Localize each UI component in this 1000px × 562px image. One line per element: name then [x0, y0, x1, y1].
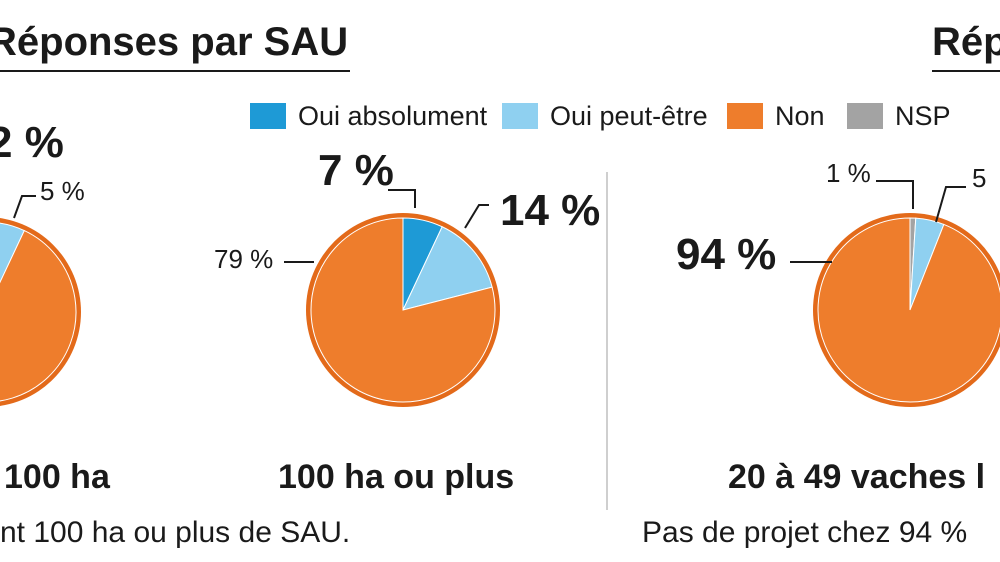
leader-line-middle-14	[464, 204, 489, 229]
pie-left-label-5: 5 %	[40, 176, 85, 206]
leader-lines	[13, 180, 966, 263]
pie-left-label-top: 2 %	[0, 118, 64, 167]
chart-divider	[606, 172, 608, 510]
legend-item-oui-absolument: Oui absolument	[250, 100, 487, 132]
leader-line-right-1	[876, 180, 914, 209]
legend-swatch-non	[727, 103, 763, 129]
legend-item-non: Non	[727, 100, 825, 132]
footnote-left: nt 100 ha ou plus de SAU.	[0, 516, 351, 549]
pie-middle-caption: 100 ha ou plus	[278, 458, 515, 496]
legend-label-oui-peut-etre: Oui peut-être	[550, 100, 708, 131]
legend-label-non: Non	[775, 100, 825, 131]
pie-right-label-1: 1 %	[826, 158, 871, 188]
pie-chart-right	[813, 213, 1000, 407]
pie-right-caption: 20 à 49 vaches l	[728, 458, 986, 496]
legend-label-oui-absolument: Oui absolument	[298, 100, 488, 131]
pie-left-caption: 100 ha	[4, 458, 110, 496]
pie-right-label-94: 94 %	[676, 230, 777, 279]
legend-item-nsp: NSP	[847, 100, 951, 132]
pie2-slice-non	[310, 217, 496, 403]
pie1-slice-non	[0, 229, 77, 402]
leader-line-right-5	[935, 186, 966, 223]
pie-middle-label-79: 79 %	[214, 244, 274, 274]
legend-swatch-nsp	[847, 103, 883, 129]
legend-label-nsp: NSP	[895, 100, 951, 131]
pie-middle-label-7: 7 %	[318, 146, 394, 195]
right-section-title: Rép	[932, 22, 1000, 72]
pie-chart-left	[0, 218, 81, 406]
pie-chart-middle	[306, 213, 500, 407]
pie-middle-label-14: 14 %	[500, 186, 601, 235]
leader-line-middle-7	[388, 189, 416, 208]
pie-right-label-5: 5	[972, 163, 987, 193]
footnote-right: Pas de projet chez 94 %	[642, 516, 968, 549]
left-section-title: Réponses par SAU	[0, 22, 350, 72]
leader-line-left-5	[13, 195, 36, 219]
legend-swatch-oui-peut-etre	[502, 103, 538, 129]
legend-swatch-oui-absolument	[250, 103, 286, 129]
legend-item-oui-peut-etre: Oui peut-être	[502, 100, 708, 132]
pie2-slice-oui-peut-tre	[402, 226, 493, 311]
pie3-slice-non	[817, 217, 1000, 403]
